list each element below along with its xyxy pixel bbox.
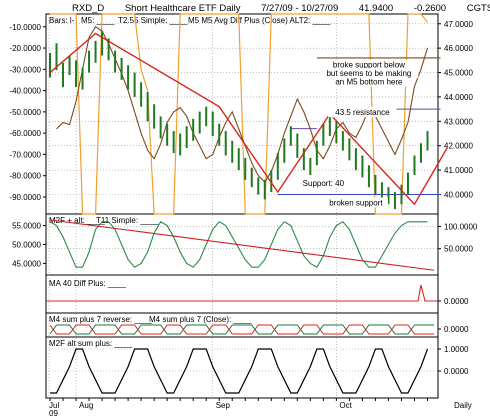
legend-bars: Bars: l- (49, 16, 75, 25)
left-tick-label: -50.0000 (9, 108, 41, 117)
right-tick-label: 43.0000 (444, 117, 473, 126)
left-tick-label: -40.0000 (9, 87, 41, 96)
m4-reverse-series-line (50, 325, 434, 334)
legend-alt2: M5 M5 Avg Diff Plus (Close) ALT2: ____ (188, 16, 331, 25)
legend-m5: M5: ____ (81, 16, 115, 25)
left-tick-label: -10.0000 (9, 23, 41, 32)
right-tick-label: 47.0000 (444, 20, 473, 29)
right-tick-label: 41.0000 (444, 166, 473, 175)
right-tick-label: 0.0000 (444, 367, 469, 376)
annotation-text: broken support (329, 198, 383, 207)
left-tick-label: -20.0000 (9, 44, 41, 53)
right-tick-label: 44.0000 (444, 93, 473, 102)
left-tick-label: 50.0000 (12, 241, 41, 250)
right-tick-label: 46.0000 (444, 44, 473, 53)
left-tick-label: -90.0000 (9, 193, 41, 202)
right-tick-label: 0.0000 (444, 325, 469, 334)
annotation-text: 43.5 resistance (335, 108, 390, 117)
annotation-text: an M5 bottom here (335, 78, 403, 87)
x-month-label: Oct (339, 401, 352, 410)
x-period-label: Daily (454, 401, 472, 410)
t11-series-line (50, 220, 434, 270)
right-tick-label: 45.0000 (444, 69, 473, 78)
x-month-label: Aug (79, 401, 93, 410)
legend-m4-reverse: M4 sum plus 7 reverse: ____ (49, 315, 153, 324)
legend-m2f-sum: M2F alt sum plus: ____ (49, 339, 133, 348)
x-year-label: 09 (49, 409, 58, 417)
x-month-label: Sep (216, 401, 231, 410)
left-tick-label: 55.0000 (12, 222, 41, 231)
left-tick-label: 45.0000 (12, 259, 41, 268)
left-tick-label: -80.0000 (9, 172, 41, 181)
m4-close-series-line (50, 325, 434, 334)
legend-t255: T2.55 Simple: ____ (118, 16, 188, 25)
left-tick-label: -30.0000 (9, 65, 41, 74)
right-tick-label: 40.0000 (444, 190, 473, 199)
legend-ma40: MA 40 Diff Plus: ____ (49, 279, 126, 288)
legend-m4-close: M4 sum plus 7 (Close): ____ (149, 315, 252, 324)
right-tick-label: 42.0000 (444, 142, 473, 151)
left-tick-label: -70.0000 (9, 150, 41, 159)
legend-t11: T11 Simple: ____ (96, 216, 159, 225)
annotation-text: Support: 40 (303, 179, 345, 188)
right-tick-label: 100.0000 (444, 222, 478, 231)
left-tick-label: -60.0000 (9, 129, 41, 138)
right-tick-label: 1.0000 (444, 345, 469, 354)
right-tick-label: 0.0000 (444, 297, 469, 306)
right-tick-label: 50.0000 (444, 245, 473, 254)
